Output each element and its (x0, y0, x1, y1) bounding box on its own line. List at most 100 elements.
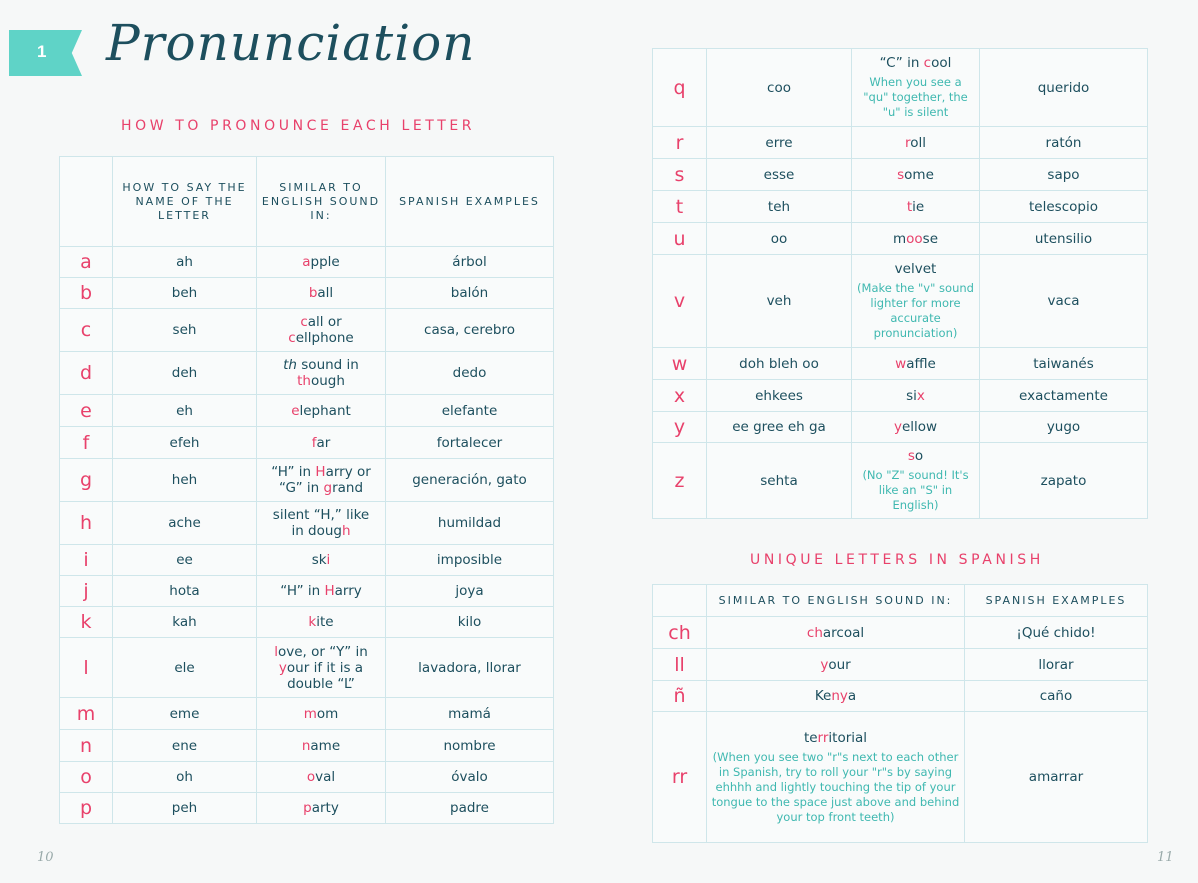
spanish-example-cell: balón (385, 277, 554, 309)
spanish-example-cell: amarrar (964, 711, 1148, 843)
spanish-example-cell: taiwanés (979, 347, 1148, 380)
similar-sound-cell: party (256, 792, 386, 824)
spanish-example-cell: llorar (964, 648, 1148, 681)
sound-text: affle (906, 355, 936, 372)
letter-cell: a (59, 246, 113, 278)
similar-sound-cell: charcoal (706, 616, 965, 649)
letter-name-cell: ee gree eh ga (706, 411, 852, 443)
table-row: t teh tie telescopio (652, 190, 1148, 223)
header-examples: SPANISH EXAMPLES (385, 156, 554, 247)
sound-text: lephant (299, 402, 351, 419)
table-row: n ene name nombre (59, 729, 554, 762)
similar-sound-cell: love, or “Y” in your if it is a double “L” (256, 637, 386, 698)
highlighted-sound: i (326, 552, 331, 568)
highlighted-sound: oo (906, 230, 923, 247)
sound-text: arry (334, 583, 362, 599)
highlighted-sound: c (923, 55, 932, 71)
similar-sound-cell: name (256, 729, 386, 762)
pronunciation-note: (Make the "v" sound lighter for more acc… (857, 281, 974, 340)
sound-text: sound in (296, 357, 359, 373)
sound-text: “H” in (280, 583, 325, 599)
letter-name-cell: eme (112, 697, 257, 730)
sound-text: rand (332, 480, 364, 496)
sound-text: arcoal (822, 624, 865, 641)
similar-sound-cell: Kenya (706, 680, 965, 712)
letter-name-cell: oh (112, 761, 257, 793)
spanish-example-cell: lavadora, llorar (385, 637, 554, 698)
chapter-number: 1 (37, 42, 47, 61)
similar-sound-cell: elephant (256, 394, 386, 427)
letter-cell: b (59, 277, 113, 309)
letter-cell: r (652, 126, 707, 159)
letters-table: HOW TO SAY THE NAME OF THE LETTER SIMILA… (59, 156, 554, 824)
highlighted-sound: b (308, 285, 318, 301)
spanish-example-cell: imposible (385, 544, 554, 576)
letter-cell: k (59, 606, 113, 638)
letter-name-cell: heh (112, 458, 257, 502)
letter-name-cell: ele (112, 637, 257, 698)
letter-name-cell: beh (112, 277, 257, 309)
highlighted-sound: o (306, 769, 316, 785)
highlighted-sound: x (916, 387, 925, 404)
letter-cell: j (59, 575, 113, 607)
page-number-right: 11 (1157, 850, 1174, 865)
sound-text: in doug (291, 523, 342, 539)
pronunciation-note: (When you see two "r"s next to each othe… (711, 749, 960, 824)
table-row: rr territorial (When you see two "r"s next… (652, 711, 1148, 843)
highlighted-sound: s (897, 166, 905, 183)
page-title: Pronunciation (106, 14, 476, 72)
spanish-example-cell: vaca (979, 254, 1148, 348)
highlighted-sound: y (278, 659, 287, 676)
highlighted-sound: w (895, 355, 907, 372)
spanish-example-cell: humildad (385, 501, 554, 545)
spanish-example-cell: querido (979, 48, 1148, 127)
letter-cell: o (59, 761, 113, 793)
highlighted-sound: c (300, 314, 308, 330)
spanish-example-cell: telescopio (979, 190, 1148, 223)
sound-text: te (803, 729, 818, 746)
letter-name-cell: esse (706, 158, 852, 191)
highlighted-sound: f (311, 434, 317, 451)
highlighted-sound: H (315, 464, 326, 480)
highlighted-sound: y (820, 656, 829, 673)
highlighted-sound: rr (817, 729, 829, 746)
sound-text: ame (310, 737, 341, 754)
letter-cell: f (59, 426, 113, 459)
table-row: q coo “C” in cool When you see a "qu" toget… (652, 48, 1148, 127)
table-row: x ehkees six exactamente (652, 379, 1148, 412)
table-row: b beh ball balón (59, 277, 554, 309)
sound-text: ool (931, 55, 952, 71)
table-row: o oh oval óvalo (59, 761, 554, 793)
table-row: y ee gree eh ga yellow yugo (652, 411, 1148, 443)
sound-text: ove, or “Y” in (277, 643, 368, 660)
sound-text: arty (311, 800, 339, 816)
spanish-example-cell: dedo (385, 351, 554, 395)
sound-text: silent “H,” like (272, 507, 370, 523)
table-header-row: SIMILAR TO ENGLISH SOUND IN: SPANISH EXA… (652, 584, 1148, 617)
similar-sound-cell: ball (256, 277, 386, 309)
letter-cell: h (59, 501, 113, 545)
table-row: k kah kite kilo (59, 606, 554, 638)
similar-sound-cell: call or cellphone (256, 308, 386, 352)
letter-cell: e (59, 394, 113, 427)
page-number-left: 10 (37, 850, 54, 865)
table-row: l ele love, or “Y” in your if it is a double… (59, 637, 554, 698)
spanish-example-cell: ratón (979, 126, 1148, 159)
letter-cell: w (652, 347, 707, 380)
header-examples: SPANISH EXAMPLES (964, 584, 1148, 617)
letter-name-cell: sehta (706, 442, 852, 519)
letter-name-cell: kah (112, 606, 257, 638)
similar-sound-cell: velvet (Make the "v" sound lighter for mo… (851, 254, 980, 348)
highlighted-sound: y (893, 419, 902, 435)
sound-text: ite (316, 614, 334, 630)
letter-cell: q (652, 48, 707, 127)
spanish-example-cell: zapato (979, 442, 1148, 519)
letter-name-cell: ah (112, 246, 257, 278)
table-row: ch charcoal ¡Qué chido! (652, 616, 1148, 649)
sound-text: “C” in (879, 55, 924, 71)
table-row: h ache silent “H,” like in dough humildad (59, 501, 554, 545)
similar-sound-cell: mom (256, 697, 386, 730)
table-row: ñ Kenya caño (652, 680, 1148, 712)
table-row: f efeh far fortalecer (59, 426, 554, 459)
similar-sound-cell: your (706, 648, 965, 681)
